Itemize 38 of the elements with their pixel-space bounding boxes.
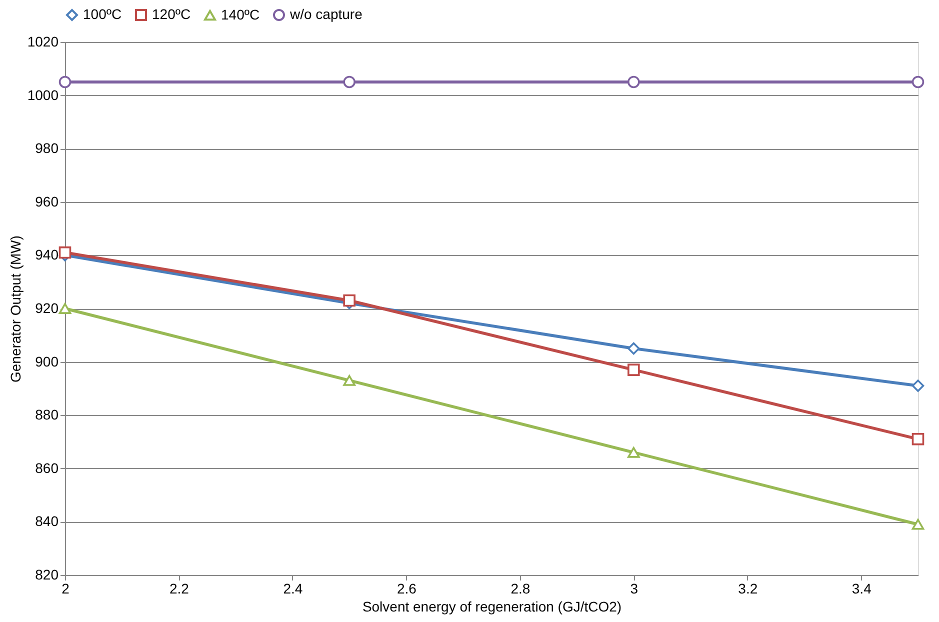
x-axis-title: Solvent energy of regeneration (GJ/tCO2) [362,598,622,614]
y-tick-label: 1020 [27,34,59,50]
y-tick-label: 820 [35,566,59,582]
point [628,76,640,88]
y-tick-label: 940 [35,246,59,263]
y-tick-label: 980 [35,140,59,156]
point [58,76,72,88]
legend-label: w/o capture [289,6,363,22]
y-tick-label: 900 [35,353,59,370]
x-tick-label: 2.8 [510,580,530,596]
point [628,446,640,458]
legend-label: 100ºC [83,6,122,22]
point [912,432,924,446]
point [343,375,356,386]
y-tick-label: 960 [35,193,59,210]
y-tick-label: 860 [35,460,59,476]
y-tick-label: 920 [35,300,59,316]
legend-label: 140ºC [221,6,260,22]
x-tick-label: 2.6 [396,580,417,596]
x-tick-label: 2 [62,580,70,596]
point [343,294,356,307]
point [628,342,640,355]
y-tick-label: 1000 [27,86,59,103]
x-tick-label: 3 [630,580,638,596]
x-tick-label: 2.2 [170,580,190,596]
y-tick-label: 880 [35,406,59,423]
legend-label: 120ºC [152,6,191,22]
x-tick-label: 2.4 [283,580,303,596]
point [628,364,640,376]
x-tick-label: 3.2 [738,580,758,596]
point [58,246,72,259]
y-tick-label: 840 [35,513,59,530]
point [912,76,924,88]
y-axis-title: Generator Output (MW) [7,235,24,383]
point [912,380,924,392]
x-tick-label: 3.4 [852,580,872,596]
point [912,518,924,530]
point [343,76,356,88]
